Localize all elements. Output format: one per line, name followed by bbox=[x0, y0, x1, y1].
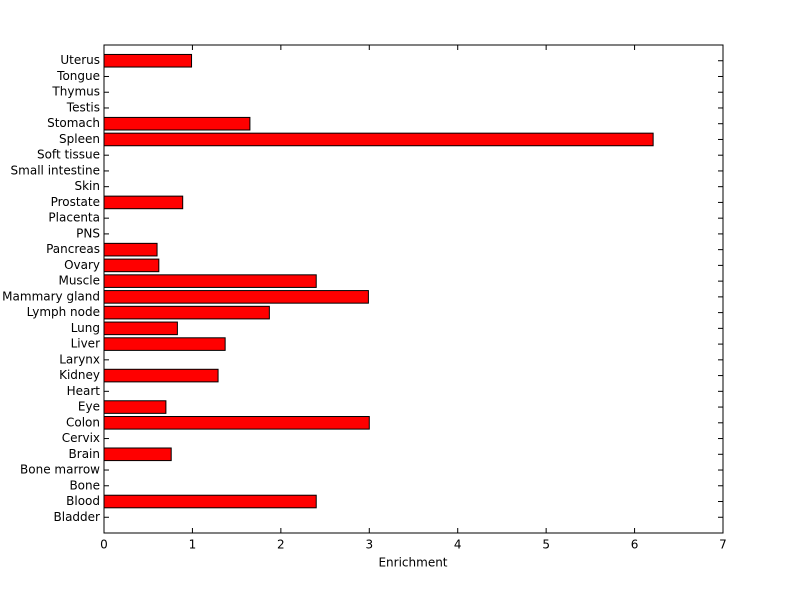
y-tick-label: Pancreas bbox=[46, 242, 100, 256]
y-tick-label: Lymph node bbox=[27, 305, 100, 319]
bar bbox=[103, 305, 270, 320]
x-tick-label: 6 bbox=[631, 538, 639, 552]
y-tick-label: Lung bbox=[71, 321, 100, 335]
y-tick-label: Thymus bbox=[51, 85, 100, 99]
x-axis-label: Enrichment bbox=[378, 556, 447, 570]
y-tick-label: Colon bbox=[66, 415, 100, 429]
y-tick-label: Kidney bbox=[59, 368, 100, 382]
bar bbox=[103, 368, 219, 383]
bar bbox=[103, 337, 226, 351]
bar bbox=[103, 400, 167, 414]
y-tick-label: Small intestine bbox=[11, 163, 100, 177]
y-tick-label: Cervix bbox=[62, 431, 100, 445]
bar bbox=[103, 447, 172, 462]
y-tick-label: PNS bbox=[76, 226, 100, 240]
y-tick-label: Prostate bbox=[51, 195, 100, 209]
y-tick-label: Uterus bbox=[60, 53, 100, 67]
x-tick-label: 1 bbox=[189, 538, 197, 552]
bar bbox=[103, 494, 317, 509]
y-tick-label: Larynx bbox=[59, 352, 100, 366]
bar bbox=[103, 195, 184, 210]
bar bbox=[103, 321, 178, 336]
bar bbox=[103, 274, 317, 288]
x-tick-label: 4 bbox=[454, 538, 462, 552]
y-tick-label: Blood bbox=[66, 494, 100, 508]
y-tick-label: Testis bbox=[66, 100, 100, 114]
x-tick-label: 7 bbox=[719, 538, 727, 552]
y-tick-label: Ovary bbox=[64, 258, 100, 272]
x-tick-label: 5 bbox=[542, 538, 550, 552]
bar bbox=[103, 116, 251, 131]
bar bbox=[103, 290, 369, 304]
bar bbox=[103, 258, 160, 273]
bar bbox=[103, 416, 370, 430]
y-tick-label: Bone bbox=[69, 478, 100, 492]
y-tick-label: Placenta bbox=[48, 211, 100, 225]
y-tick-label: Soft tissue bbox=[37, 148, 100, 162]
bar bbox=[103, 53, 193, 68]
y-tick-label: Stomach bbox=[47, 116, 100, 130]
y-tick-label: Skin bbox=[74, 179, 100, 193]
x-tick-label: 0 bbox=[100, 538, 108, 552]
x-tick-label: 3 bbox=[365, 538, 373, 552]
y-tick-label: Brain bbox=[69, 447, 100, 461]
y-tick-label: Liver bbox=[71, 337, 101, 351]
y-tick-label: Bone marrow bbox=[20, 463, 100, 477]
bar bbox=[103, 132, 654, 147]
x-tick-label: 2 bbox=[277, 538, 285, 552]
y-tick-label: Muscle bbox=[58, 274, 100, 288]
y-tick-label: Eye bbox=[78, 400, 100, 414]
y-tick-label: Tongue bbox=[56, 69, 100, 83]
y-tick-label: Mammary gland bbox=[2, 289, 100, 303]
y-tick-label: Heart bbox=[67, 384, 101, 398]
y-tick-label: Bladder bbox=[54, 510, 101, 524]
bar bbox=[103, 242, 158, 257]
y-tick-label: Spleen bbox=[59, 132, 100, 146]
